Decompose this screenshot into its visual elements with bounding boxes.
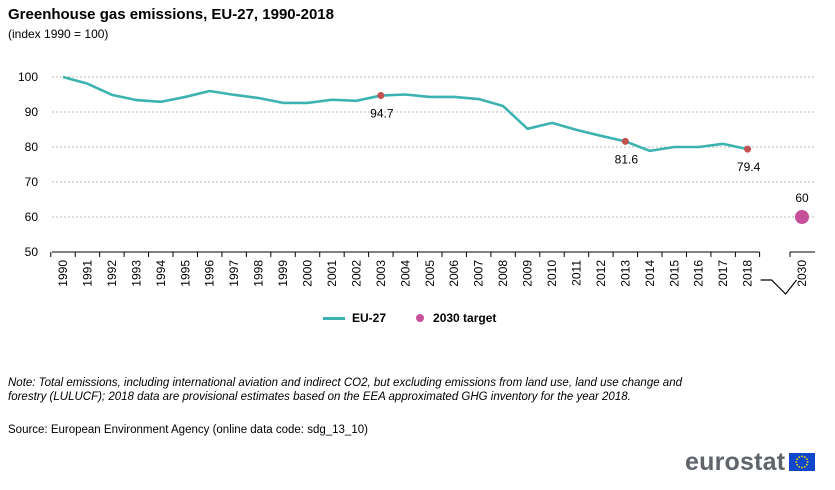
- x-tick-label: 1990: [56, 260, 70, 287]
- flag-star: [798, 456, 801, 459]
- x-tick-label: 1997: [227, 260, 241, 287]
- data-point-eu27[interactable]: [744, 145, 752, 153]
- data-label: 60: [795, 191, 809, 205]
- x-tick-label: 2008: [496, 260, 510, 287]
- data-point-eu27[interactable]: [621, 137, 629, 145]
- legend-line-swatch: [323, 316, 345, 320]
- series-points: [377, 92, 809, 224]
- x-tick-label: 2000: [301, 260, 315, 287]
- x-tick-label: 2013: [618, 260, 632, 287]
- x-tick-label: 2001: [325, 260, 339, 287]
- flag-star: [796, 458, 799, 461]
- legend-dot-swatch: [416, 314, 425, 322]
- x-axis-tick-labels: 1990 1991 1992 1993 1994 1995 1996 1997 1998 1999…: [56, 260, 809, 287]
- data-labels: 94.7 81.6 79.4 60: [370, 107, 809, 205]
- data-point-eu27[interactable]: [377, 92, 385, 100]
- x-tick-label: 2015: [667, 260, 681, 287]
- data-point-2030-target[interactable]: [795, 210, 809, 224]
- eurostat-logo[interactable]: eurostat: [685, 448, 816, 476]
- x-tick-label: 2002: [349, 260, 363, 287]
- flag-star: [804, 456, 806, 459]
- flag-star: [806, 458, 808, 461]
- x-tick-label: 2016: [692, 260, 706, 287]
- legend-item-eu27[interactable]: EU-27: [323, 311, 386, 325]
- chart-subtitle: (index 1990 = 100): [8, 27, 109, 41]
- x-tick-label: 2007: [472, 260, 486, 287]
- flag-star: [806, 461, 809, 463]
- x-tick-label: 1999: [276, 260, 290, 287]
- x-axis: [50, 251, 815, 295]
- flag-star: [804, 465, 806, 468]
- chart-note: Note: Total emissions, including interna…: [8, 377, 682, 403]
- x-tick-label: 2017: [716, 260, 730, 287]
- x-tick-label: 2004: [398, 260, 412, 287]
- flag-star: [798, 465, 801, 468]
- y-tick-label: 70: [25, 175, 39, 189]
- x-tick-label: 1992: [105, 260, 119, 287]
- logo-text: eurostat: [685, 448, 786, 476]
- eu-flag-icon: [789, 453, 816, 471]
- chart-title: Greenhouse gas emissions, EU-27, 1990-20…: [8, 6, 334, 23]
- x-tick-label: 2009: [521, 260, 535, 287]
- flag-star: [801, 455, 804, 458]
- y-tick-label: 50: [25, 245, 39, 259]
- legend-label-2030-target: 2030 target: [433, 311, 497, 325]
- flag-star: [796, 463, 799, 466]
- axis-break-icon: [760, 279, 798, 295]
- x-tick-label: 2005: [423, 260, 437, 287]
- legend-item-2030-target[interactable]: 2030 target: [416, 311, 496, 325]
- x-tick-label: 2012: [594, 260, 608, 287]
- x-tick-label: 1995: [178, 260, 192, 287]
- x-tick-label: 2014: [643, 260, 657, 287]
- x-tick-label: 1996: [203, 260, 217, 287]
- series-line-eu27: [62, 75, 748, 153]
- x-tick-label: 2010: [545, 260, 559, 287]
- y-tick-label: 100: [18, 70, 38, 84]
- gridlines: [52, 76, 815, 218]
- y-tick-label: 80: [25, 140, 39, 154]
- x-tick-label: 1993: [129, 260, 143, 287]
- x-tick-label: 1994: [154, 260, 168, 287]
- legend-label-eu27: EU-27: [352, 311, 387, 325]
- chart-source: Source: European Environment Agency (onl…: [8, 424, 368, 436]
- y-tick-label: 60: [25, 210, 39, 224]
- y-axis-ticks: 100 90 80 70 60 50: [18, 70, 38, 259]
- x-tick-label: 2003: [374, 260, 388, 287]
- data-label: 81.6: [615, 152, 639, 166]
- x-tick-label: 1991: [80, 260, 94, 287]
- x-tick-label: 2030: [795, 260, 809, 287]
- chart-legend: EU-27 2030 target: [323, 311, 526, 325]
- flag-star: [806, 463, 808, 466]
- series-lines: [62, 75, 748, 153]
- y-tick-label: 90: [25, 105, 39, 119]
- flag-star: [795, 461, 798, 463]
- data-label: 79.4: [737, 160, 761, 174]
- x-tick-label: 2006: [447, 260, 461, 287]
- x-tick-label: 2018: [741, 260, 755, 287]
- flag-star: [801, 466, 804, 469]
- x-tick-label: 2011: [569, 260, 583, 286]
- x-tick-label: 1998: [252, 260, 266, 287]
- data-label: 94.7: [370, 107, 394, 121]
